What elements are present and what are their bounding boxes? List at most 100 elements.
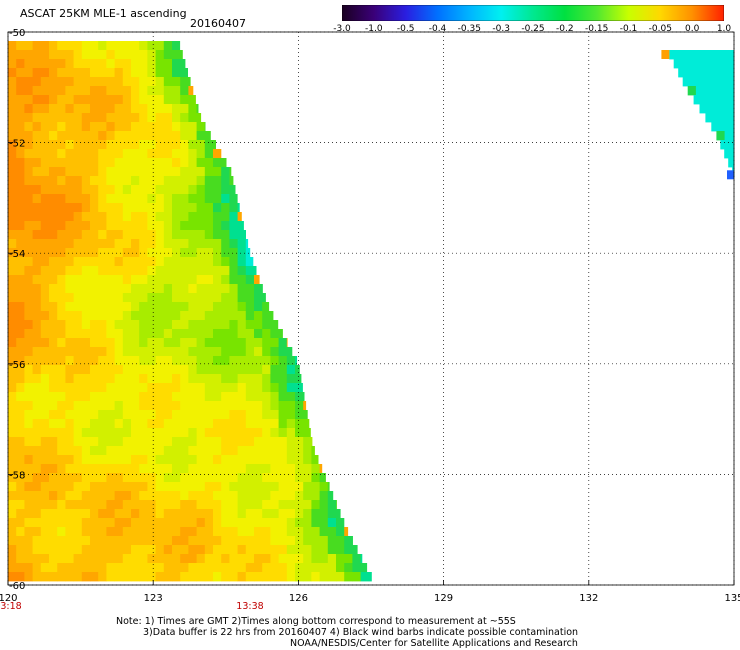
data-cell: [188, 437, 197, 447]
data-cell: [114, 230, 124, 240]
data-cell: [221, 158, 227, 168]
data-cell: [237, 248, 247, 258]
data-cell: [270, 374, 279, 384]
data-cell: [213, 473, 222, 483]
data-cell: [147, 95, 156, 105]
data-cell: [204, 410, 214, 420]
data-cell: [188, 257, 197, 267]
data-cell: [73, 86, 83, 96]
data-cell: [114, 275, 124, 285]
data-cell: [172, 104, 181, 114]
data-cell: [57, 554, 66, 564]
data-cell: [49, 320, 58, 330]
data-cell: [155, 500, 165, 510]
data-cell: [65, 383, 74, 393]
data-cell: [278, 410, 288, 420]
data-cell: [122, 455, 132, 465]
data-cell: [90, 410, 99, 420]
data-cell: [286, 527, 296, 537]
data-cell: [49, 527, 58, 537]
data-cell: [81, 122, 91, 132]
data-cell: [221, 230, 230, 240]
data-cell: [32, 311, 42, 321]
data-cell: [16, 302, 25, 312]
data-cell: [90, 86, 99, 96]
data-cell: [40, 464, 50, 474]
data-cell: [114, 167, 124, 177]
data-cell: [139, 410, 148, 420]
data-cell: [229, 491, 238, 501]
data-cell: [245, 554, 255, 564]
data-cell: [73, 275, 83, 285]
data-cell: [114, 50, 124, 60]
data-cell: [114, 221, 124, 231]
data-cell: [278, 482, 288, 492]
data-cell: [213, 248, 222, 258]
data-cell: [114, 509, 124, 519]
data-cell: [155, 338, 165, 348]
data-cell: [352, 554, 361, 564]
data-cell: [254, 428, 263, 438]
data-cell: [286, 419, 296, 429]
data-cell: [32, 572, 42, 582]
data-cell: [327, 536, 337, 546]
data-cell: [16, 473, 25, 483]
data-cell: [131, 275, 140, 285]
data-cell: [57, 572, 66, 582]
data-cell: [122, 365, 132, 375]
data-cell: [221, 491, 230, 501]
colorbar-label: -0.4: [428, 24, 447, 34]
data-cell: [131, 104, 140, 114]
data-cell: [270, 365, 279, 375]
data-cell: [147, 266, 156, 276]
data-cell: [686, 68, 695, 78]
data-cell: [131, 221, 140, 231]
data-cell: [188, 410, 197, 420]
data-cell: [16, 572, 25, 582]
data-cell: [139, 239, 148, 249]
colorbar-label: -0.05: [648, 24, 672, 34]
data-cell: [32, 284, 42, 294]
data-cell: [114, 302, 124, 312]
data-cell: [81, 554, 91, 564]
data-cell: [122, 149, 132, 159]
data-cell: [40, 320, 50, 330]
data-cell: [40, 41, 50, 51]
data-cell: [270, 320, 279, 330]
data-cell: [204, 239, 214, 249]
data-cell: [40, 437, 50, 447]
data-cell: [16, 347, 25, 357]
data-cell: [32, 383, 42, 393]
data-cell: [40, 500, 50, 510]
data-cell: [16, 212, 25, 222]
data-cell: [40, 68, 50, 78]
data-cell: [90, 149, 99, 159]
data-cell: [98, 518, 107, 528]
data-cell: [237, 275, 247, 285]
data-cell: [57, 158, 66, 168]
data-cell: [8, 284, 17, 294]
data-cell: [270, 347, 279, 357]
data-cell: [278, 329, 283, 339]
data-cell: [57, 437, 66, 447]
data-cell: [57, 473, 66, 483]
data-cell: [270, 491, 279, 501]
data-cell: [106, 86, 115, 96]
data-cell: [196, 266, 206, 276]
data-cell: [81, 572, 91, 582]
data-cell: [65, 266, 74, 276]
data-cell: [213, 311, 222, 321]
data-cell: [311, 527, 320, 537]
data-cell: [32, 167, 42, 177]
data-cell: [221, 221, 230, 231]
data-cell: [196, 374, 206, 384]
data-cell: [172, 374, 181, 384]
data-cell: [81, 41, 91, 51]
data-cell: [98, 473, 107, 483]
data-cell: [204, 185, 214, 195]
data-cell: [81, 500, 91, 510]
data-cell: [131, 140, 140, 150]
data-cell: [196, 131, 206, 141]
data-cell: [245, 383, 255, 393]
data-cell: [303, 446, 312, 456]
